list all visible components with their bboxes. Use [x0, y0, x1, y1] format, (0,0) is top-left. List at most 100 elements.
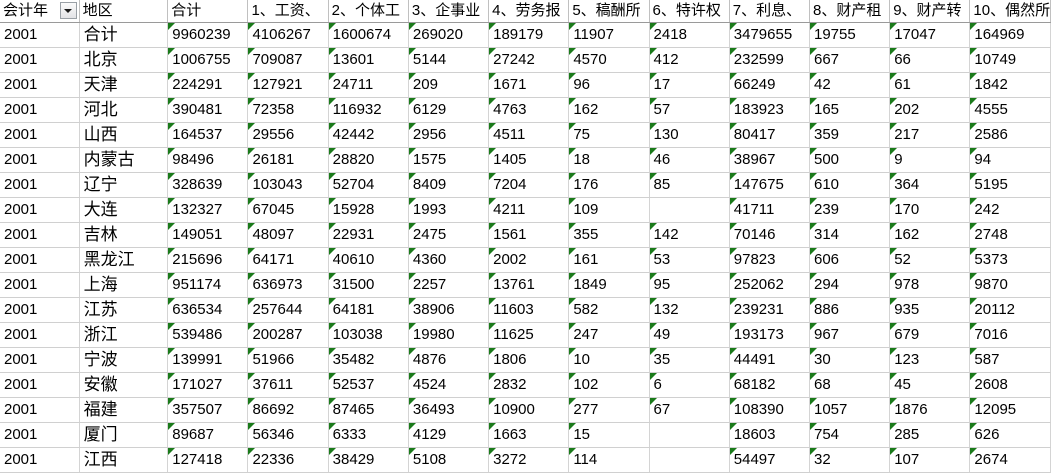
cell-c10[interactable]: 1842 — [969, 72, 1051, 98]
table-row[interactable]: 2001 大连 132327 67045 15928 1993 4211 109 41711 23… — [0, 197, 1051, 223]
cell-c8[interactable]: 500 — [809, 147, 891, 173]
cell-c6[interactable]: 130 — [649, 122, 730, 148]
cell-c9[interactable]: 285 — [889, 422, 971, 448]
cell-c6[interactable]: 46 — [649, 147, 730, 173]
cell-c3[interactable]: 1993 — [408, 197, 490, 223]
cell-year[interactable]: 2001 — [0, 222, 80, 248]
cell-c10[interactable]: 2674 — [969, 447, 1051, 473]
cell-year[interactable]: 2001 — [0, 322, 80, 348]
cell-c4[interactable]: 4763 — [488, 97, 570, 123]
cell-c3[interactable]: 1575 — [408, 147, 490, 173]
cell-c9[interactable]: 45 — [889, 372, 971, 398]
cell-c8[interactable]: 606 — [809, 247, 891, 273]
cell-c6[interactable] — [649, 422, 730, 448]
cell-c2[interactable]: 6333 — [328, 422, 409, 448]
cell-c1[interactable]: 48097 — [247, 222, 329, 248]
cell-c9[interactable]: 679 — [889, 322, 971, 348]
cell-c6[interactable]: 35 — [649, 347, 730, 373]
cell-year[interactable]: 2001 — [0, 247, 80, 273]
cell-year[interactable]: 2001 — [0, 347, 80, 373]
cell-c2[interactable]: 35482 — [328, 347, 409, 373]
cell-c9[interactable]: 978 — [889, 272, 971, 298]
cell-c3[interactable]: 4524 — [408, 372, 490, 398]
cell-c7[interactable]: 183923 — [729, 97, 810, 123]
table-row[interactable]: 2001 上海 951174 636973 31500 2257 13761 1849 95 25… — [0, 272, 1051, 298]
cell-c2[interactable]: 52537 — [328, 372, 409, 398]
cell-c5[interactable]: 161 — [568, 247, 650, 273]
cell-c5[interactable]: 75 — [568, 122, 650, 148]
cell-c1[interactable]: 37611 — [247, 372, 329, 398]
cell-c7[interactable]: 54497 — [729, 447, 810, 473]
cell-c4[interactable]: 1806 — [488, 347, 570, 373]
cell-year[interactable]: 2001 — [0, 372, 80, 398]
cell-c2[interactable]: 22931 — [328, 222, 409, 248]
cell-year[interactable]: 2001 — [0, 47, 80, 73]
cell-region[interactable]: 江西 — [79, 447, 169, 473]
cell-region[interactable]: 福建 — [79, 397, 169, 423]
cell-c6[interactable]: 49 — [649, 322, 730, 348]
cell-c1[interactable]: 29556 — [247, 122, 329, 148]
cell-c5[interactable]: 10 — [568, 347, 650, 373]
cell-c1[interactable]: 127921 — [247, 72, 329, 98]
cell-total[interactable]: 98496 — [167, 147, 249, 173]
cell-c8[interactable]: 19755 — [809, 22, 891, 48]
cell-c3[interactable]: 4360 — [408, 247, 490, 273]
cell-region[interactable]: 内蒙古 — [79, 147, 169, 173]
cell-region[interactable]: 安徽 — [79, 372, 169, 398]
cell-c2[interactable]: 38429 — [328, 447, 409, 473]
cell-c1[interactable]: 200287 — [247, 322, 329, 348]
cell-c6[interactable]: 412 — [649, 47, 730, 73]
cell-c8[interactable]: 610 — [809, 172, 891, 198]
column-header-c5[interactable]: 5、稿酬所 — [568, 0, 650, 23]
cell-total[interactable]: 171027 — [167, 372, 249, 398]
cell-c10[interactable]: 12095 — [969, 397, 1051, 423]
cell-c2[interactable]: 31500 — [328, 272, 409, 298]
cell-c7[interactable]: 147675 — [729, 172, 810, 198]
cell-c3[interactable]: 6129 — [408, 97, 490, 123]
cell-c8[interactable]: 68 — [809, 372, 891, 398]
cell-c6[interactable]: 95 — [649, 272, 730, 298]
cell-c6[interactable]: 67 — [649, 397, 730, 423]
cell-region[interactable]: 合计 — [79, 22, 169, 48]
cell-c2[interactable]: 40610 — [328, 247, 409, 273]
cell-total[interactable]: 328639 — [167, 172, 249, 198]
cell-c10[interactable]: 2748 — [969, 222, 1051, 248]
cell-total[interactable]: 132327 — [167, 197, 249, 223]
cell-c8[interactable]: 967 — [809, 322, 891, 348]
cell-c7[interactable]: 68182 — [729, 372, 810, 398]
column-header-region[interactable]: 地区 — [79, 0, 169, 23]
cell-c8[interactable]: 239 — [809, 197, 891, 223]
cell-c9[interactable]: 17047 — [889, 22, 971, 48]
cell-total[interactable]: 357507 — [167, 397, 249, 423]
cell-c4[interactable]: 189179 — [488, 22, 570, 48]
cell-year[interactable]: 2001 — [0, 22, 80, 48]
cell-c9[interactable]: 202 — [889, 97, 971, 123]
cell-total[interactable]: 139991 — [167, 347, 249, 373]
cell-c4[interactable]: 1671 — [488, 72, 570, 98]
cell-c4[interactable]: 4511 — [488, 122, 570, 148]
cell-total[interactable]: 215696 — [167, 247, 249, 273]
cell-c10[interactable]: 5373 — [969, 247, 1051, 273]
cell-c3[interactable]: 8409 — [408, 172, 490, 198]
cell-c6[interactable]: 2418 — [649, 22, 730, 48]
cell-c7[interactable]: 44491 — [729, 347, 810, 373]
cell-c3[interactable]: 5144 — [408, 47, 490, 73]
cell-c8[interactable]: 886 — [809, 297, 891, 323]
cell-c1[interactable]: 636973 — [247, 272, 329, 298]
cell-region[interactable]: 厦门 — [79, 422, 169, 448]
cell-c2[interactable]: 24711 — [328, 72, 409, 98]
cell-c1[interactable]: 86692 — [247, 397, 329, 423]
cell-region[interactable]: 宁波 — [79, 347, 169, 373]
cell-c10[interactable]: 5195 — [969, 172, 1051, 198]
cell-c7[interactable]: 252062 — [729, 272, 810, 298]
cell-year[interactable]: 2001 — [0, 97, 80, 123]
cell-c4[interactable]: 3272 — [488, 447, 570, 473]
cell-c3[interactable]: 2475 — [408, 222, 490, 248]
cell-c5[interactable]: 11907 — [568, 22, 650, 48]
cell-c3[interactable]: 209 — [408, 72, 490, 98]
cell-c6[interactable]: 53 — [649, 247, 730, 273]
cell-total[interactable]: 89687 — [167, 422, 249, 448]
cell-c3[interactable]: 2257 — [408, 272, 490, 298]
cell-c8[interactable]: 667 — [809, 47, 891, 73]
